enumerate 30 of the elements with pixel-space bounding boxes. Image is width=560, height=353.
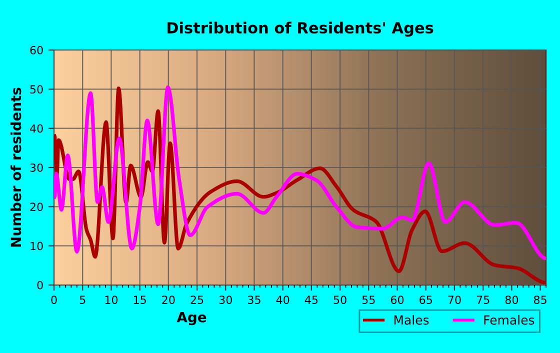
x-axis-title: Age [176,312,206,326]
x-tick-label: 5 [80,296,86,304]
x-tick-label: 0 [51,296,57,304]
x-tick-label: 65 [420,296,432,304]
y-tick-label: 20 [30,202,43,212]
x-tick-label: 85 [534,296,546,304]
y-tick-label: 60 [30,46,43,54]
x-tick-label: 80 [505,296,518,304]
y-tick-label: 50 [30,85,43,94]
x-tick-label: 35 [248,296,260,304]
legend-label: Males [394,315,429,325]
x-tick-label: 15 [134,296,146,304]
x-tick-label: 45 [304,296,318,304]
x-tick-label: 50 [334,296,346,304]
chart-title: Distribution of Residents' Ages [167,22,434,37]
y-tick-label: 40 [30,124,43,133]
x-tick-label: 40 [276,296,290,304]
y-tick-label: 30 [30,163,43,172]
x-tick-label: 10 [105,296,118,304]
y-tick-label: 10 [30,242,43,250]
y-tick-label: 0 [37,280,43,290]
x-tick-label: 25 [190,296,204,304]
x-tick-label: 70 [448,296,461,304]
y-axis-title: Number of residents [10,88,22,247]
x-tick-label: 55 [362,296,375,304]
x-tick-label: 30 [219,296,232,304]
x-tick-label: 20 [162,296,175,304]
x-tick-label: 75 [476,296,490,304]
legend-label: Females [484,315,534,325]
x-tick-label: 60 [390,296,404,304]
